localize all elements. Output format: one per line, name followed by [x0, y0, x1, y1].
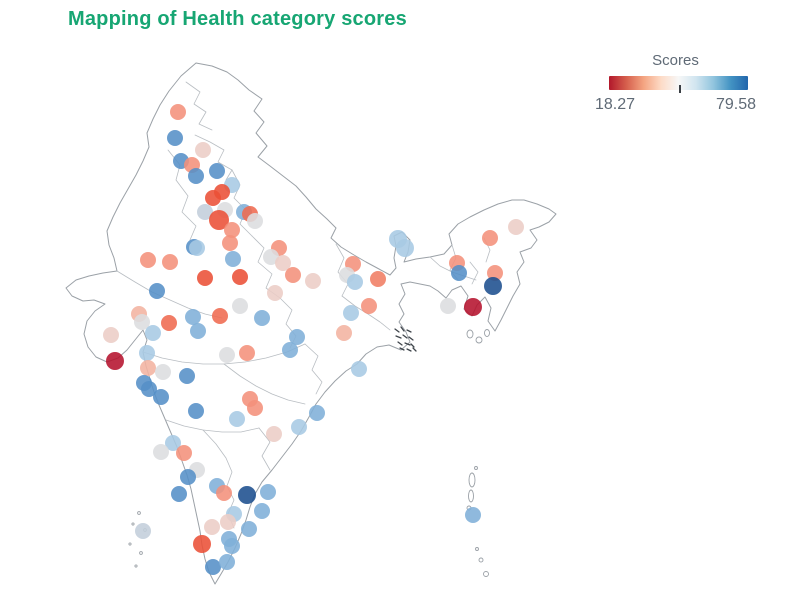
score-dot[interactable] — [440, 298, 456, 314]
score-dots — [103, 104, 524, 575]
score-dot[interactable] — [212, 308, 228, 324]
score-dot[interactable] — [451, 265, 467, 281]
score-dot[interactable] — [189, 240, 205, 256]
score-dot[interactable] — [179, 368, 195, 384]
score-dot[interactable] — [291, 419, 307, 435]
score-dot[interactable] — [141, 381, 157, 397]
legend-max-label: 79.58 — [715, 96, 756, 113]
score-dot[interactable] — [161, 315, 177, 331]
score-dot[interactable] — [106, 352, 124, 370]
score-dot[interactable] — [176, 445, 192, 461]
score-dot[interactable] — [229, 411, 245, 427]
score-dot[interactable] — [140, 252, 156, 268]
score-dot[interactable] — [195, 142, 211, 158]
score-dot[interactable] — [219, 347, 235, 363]
score-dot[interactable] — [140, 360, 156, 376]
lakshadweep-islands — [128, 511, 147, 568]
legend-title: Scores — [652, 52, 699, 69]
score-dot[interactable] — [185, 309, 201, 325]
score-dot[interactable] — [254, 503, 270, 519]
score-dot[interactable] — [153, 444, 169, 460]
bay-islets — [466, 329, 490, 344]
score-dot[interactable] — [216, 485, 232, 501]
score-dot[interactable] — [155, 364, 171, 380]
score-dot[interactable] — [180, 469, 196, 485]
score-dot[interactable] — [241, 521, 257, 537]
score-dot[interactable] — [171, 486, 187, 502]
score-dot[interactable] — [135, 523, 151, 539]
score-dot[interactable] — [263, 249, 279, 265]
score-dot[interactable] — [134, 314, 150, 330]
score-dot[interactable] — [167, 130, 183, 146]
score-dot[interactable] — [305, 273, 321, 289]
score-dot[interactable] — [232, 298, 248, 314]
score-dot[interactable] — [351, 361, 367, 377]
score-dot[interactable] — [309, 405, 325, 421]
score-dot[interactable] — [347, 274, 363, 290]
legend-gradient-bar — [609, 76, 748, 93]
score-dot[interactable] — [464, 298, 482, 316]
score-dot[interactable] — [225, 251, 241, 267]
score-dot[interactable] — [247, 400, 263, 416]
nicobar-islands — [475, 547, 489, 577]
score-dot[interactable] — [285, 267, 301, 283]
score-dot[interactable] — [487, 265, 503, 281]
score-dot[interactable] — [204, 519, 220, 535]
score-dot[interactable] — [343, 305, 359, 321]
score-dot[interactable] — [232, 269, 248, 285]
chart-title: Mapping of Health category scores — [68, 8, 407, 30]
score-dot[interactable] — [247, 213, 263, 229]
score-dot[interactable] — [162, 254, 178, 270]
score-dot[interactable] — [282, 342, 298, 358]
score-dot[interactable] — [103, 327, 119, 343]
score-dot[interactable] — [145, 325, 161, 341]
state-boundaries — [116, 81, 491, 529]
legend-labels: 18.27 79.58 — [595, 96, 756, 114]
score-dot[interactable] — [190, 323, 206, 339]
score-dot[interactable] — [370, 271, 386, 287]
score-dot[interactable] — [260, 484, 276, 500]
sundarbans-texture — [394, 326, 417, 352]
score-dot[interactable] — [336, 325, 352, 341]
score-dot[interactable] — [482, 230, 498, 246]
score-dot[interactable] — [238, 486, 256, 504]
score-dot[interactable] — [224, 222, 240, 238]
legend-midpoint-tick — [678, 85, 681, 93]
score-dot[interactable] — [361, 298, 377, 314]
score-dot[interactable] — [254, 310, 270, 326]
score-dot[interactable] — [484, 277, 502, 295]
score-dot[interactable] — [197, 204, 213, 220]
score-dot[interactable] — [220, 514, 236, 530]
score-dot[interactable] — [170, 104, 186, 120]
score-dot[interactable] — [465, 507, 481, 523]
score-dot[interactable] — [267, 285, 283, 301]
score-dot[interactable] — [239, 345, 255, 361]
score-dot[interactable] — [139, 345, 155, 361]
score-dot[interactable] — [508, 219, 524, 235]
score-dot[interactable] — [188, 168, 204, 184]
legend: Scores 18.27 79.58 — [595, 52, 756, 114]
score-dot[interactable] — [396, 239, 414, 257]
score-dot[interactable] — [209, 210, 229, 230]
score-dot[interactable] — [222, 235, 238, 251]
score-dot[interactable] — [149, 283, 165, 299]
score-dot[interactable] — [193, 535, 211, 553]
score-dot[interactable] — [224, 538, 240, 554]
score-dot[interactable] — [197, 270, 213, 286]
score-dot[interactable] — [275, 255, 291, 271]
score-dot[interactable] — [188, 403, 204, 419]
score-dot[interactable] — [209, 163, 225, 179]
score-dot[interactable] — [165, 435, 181, 451]
india-outline — [65, 62, 557, 585]
andaman-islands — [466, 466, 478, 511]
score-dot[interactable] — [219, 554, 235, 570]
score-dot[interactable] — [289, 329, 305, 345]
score-dot[interactable] — [205, 559, 221, 575]
score-dot[interactable] — [266, 426, 282, 442]
score-dot[interactable] — [153, 389, 169, 405]
legend-min-label: 18.27 — [595, 96, 636, 113]
score-dot[interactable] — [205, 190, 221, 206]
